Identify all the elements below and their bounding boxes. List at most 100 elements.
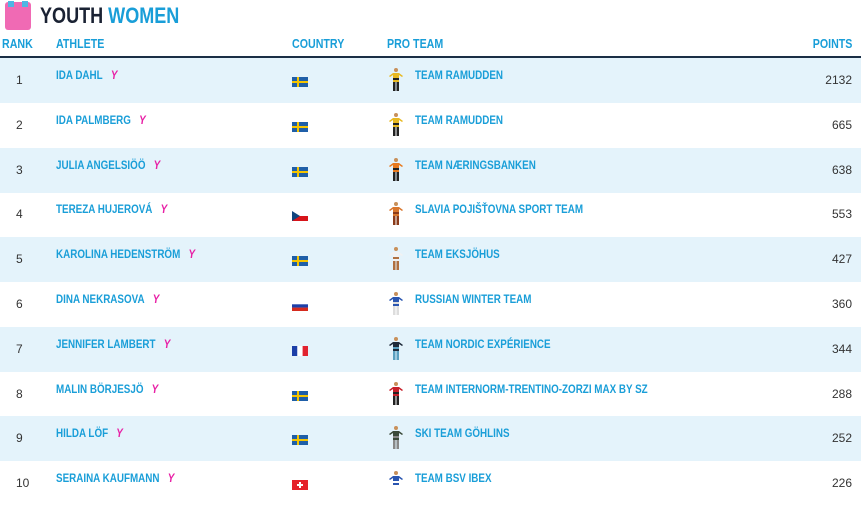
athlete-link[interactable]: MALIN BÖRJESJÖ Y — [56, 382, 181, 396]
rank: 1 — [16, 73, 23, 87]
flag-icon-cze — [292, 208, 308, 222]
youth-badge-icon: Y — [151, 381, 159, 396]
flag-icon-sui — [292, 477, 308, 491]
team-jersey-icon — [388, 112, 404, 138]
team-jersey-icon — [388, 291, 404, 317]
team-jersey-icon — [388, 157, 404, 183]
header-country: COUNTRY — [292, 36, 345, 51]
athlete-name: IDA DAHL — [56, 68, 103, 82]
team-link[interactable]: SLAVIA POJIŠŤOVNA SPORT TEAM — [415, 202, 584, 217]
table-row[interactable]: 3 JULIA ANGELSIÖÖ Y TEAM NÆRINGSBANKEN 63… — [0, 147, 861, 193]
youth-badge-icon: Y — [160, 202, 168, 217]
athlete-name: JENNIFER LAMBERT — [56, 336, 156, 351]
team-link[interactable]: TEAM INTERNORM-TRENTINO-ZORZI MAX BY SZ — [415, 381, 648, 396]
athlete-link[interactable]: KAROLINA HEDENSTRÖM Y — [56, 247, 226, 261]
header-pro-team: PRO TEAM — [387, 36, 444, 51]
team-jersey-icon — [388, 246, 404, 272]
points: 553 — [831, 207, 852, 222]
title-women: WOMEN — [108, 3, 180, 28]
team-link[interactable]: SKI TEAM GÖHLINS — [415, 426, 510, 441]
team-link[interactable]: TEAM EKSJÖHUS — [415, 247, 500, 262]
team-jersey-icon — [388, 336, 404, 362]
team-jersey-icon — [388, 425, 404, 451]
youth-badge-icon: Y — [167, 471, 175, 486]
rank: 9 — [16, 431, 23, 446]
team-jersey-icon — [388, 381, 404, 407]
flag-icon-swe — [292, 74, 308, 87]
flag-icon-swe — [292, 432, 308, 446]
athlete-link[interactable]: JENNIFER LAMBERT Y — [56, 337, 195, 351]
table-row[interactable]: 9 HILDA LÖF Y SKI TEAM GÖHLINS 252 — [0, 416, 861, 462]
team-jersey-icon — [388, 470, 404, 496]
athlete-link[interactable]: HILDA LÖF Y — [56, 426, 138, 440]
athlete-name: JULIA ANGELSIÖÖ — [56, 157, 146, 172]
table-row[interactable]: 6 DINA NEKRASOVA Y RUSSIAN WINTER TEAM 36… — [0, 282, 861, 327]
team-jersey-icon — [388, 201, 404, 227]
team-link[interactable]: TEAM NORDIC EXPÉRIENCE — [415, 336, 551, 351]
rank: 7 — [16, 341, 23, 356]
header-athlete: ATHLETE — [56, 36, 105, 51]
flag-icon-swe — [292, 253, 308, 267]
points: 665 — [831, 117, 852, 132]
team-link[interactable]: TEAM NÆRINGSBANKEN — [415, 157, 536, 172]
team-link[interactable]: TEAM RAMUDDEN — [415, 68, 504, 82]
points: 360 — [831, 297, 852, 311]
youth-badge-icon: Y — [110, 68, 118, 82]
athlete-link[interactable]: JULIA ANGELSIÖÖ Y — [56, 158, 183, 172]
youth-badge-icon: Y — [139, 112, 146, 127]
athlete-name: IDA PALMBERG — [56, 112, 131, 127]
table-row[interactable]: 10 SERAINA KAUFMANN Y TEAM BSV IBEX 226 — [0, 461, 861, 506]
youth-ranking-logo — [5, 1, 31, 30]
points: 252 — [831, 431, 852, 446]
rank: 5 — [16, 252, 23, 267]
flag-icon-swe — [292, 119, 308, 132]
rank: 4 — [16, 207, 23, 222]
points: 427 — [831, 252, 852, 267]
athlete-link[interactable]: SERAINA KAUFMANN Y — [56, 471, 200, 485]
header-divider — [0, 56, 861, 58]
flag-icon-fra — [292, 343, 308, 356]
athlete-link[interactable]: TEREZA HUJEROVÁ Y — [56, 202, 192, 216]
athlete-name: HILDA LÖF — [56, 426, 109, 441]
title-youth: YOUTH — [40, 3, 104, 28]
points: 226 — [831, 476, 852, 491]
flag-icon-swe — [292, 388, 308, 401]
athlete-name: SERAINA KAUFMANN — [56, 471, 160, 486]
points: 344 — [831, 341, 852, 356]
rank: 2 — [16, 117, 23, 132]
table-row[interactable]: 2 IDA PALMBERG Y TEAM RAMUDDEN 665 — [0, 103, 861, 148]
athlete-name: TEREZA HUJEROVÁ — [56, 202, 153, 217]
rank: 3 — [16, 162, 23, 177]
header-points: POINTS — [812, 36, 852, 51]
rank: 10 — [16, 476, 30, 491]
athlete-name: DINA NEKRASOVA — [56, 292, 145, 306]
athlete-link[interactable]: IDA PALMBERG Y — [56, 113, 165, 127]
rank: 6 — [16, 297, 23, 311]
table-row[interactable]: 7 JENNIFER LAMBERT Y TEAM NORDIC EXPÉRIEN… — [0, 326, 861, 372]
table-row[interactable]: 8 MALIN BÖRJESJÖ Y TEAM INTERNORM-TRENTIN… — [0, 372, 861, 417]
team-link[interactable]: TEAM BSV IBEX — [415, 471, 492, 486]
flag-icon-swe — [292, 164, 308, 177]
youth-badge-icon: Y — [152, 292, 160, 306]
athlete-link[interactable]: DINA NEKRASOVA Y — [56, 292, 182, 306]
youth-badge-icon: Y — [163, 336, 171, 351]
youth-badge-icon: Y — [153, 157, 161, 172]
flag-icon-rus — [292, 298, 308, 311]
table-row[interactable]: 5 KAROLINA HEDENSTRÖM Y TEAM EKSJÖHUS 427 — [0, 237, 861, 283]
youth-badge-icon: Y — [116, 426, 123, 441]
points: 2132 — [825, 73, 852, 87]
page-title: YOUTH WOMEN — [40, 3, 210, 29]
team-link[interactable]: TEAM RAMUDDEN — [415, 112, 504, 127]
athlete-name: MALIN BÖRJESJÖ — [56, 381, 144, 396]
points: 638 — [831, 162, 852, 177]
athlete-link[interactable]: IDA DAHL Y — [56, 68, 131, 82]
team-jersey-icon — [388, 67, 404, 93]
table-row[interactable]: 4 TEREZA HUJEROVÁ Y SLAVIA POJIŠŤOVNA SPO… — [0, 192, 861, 237]
rank: 8 — [16, 386, 23, 401]
header-rank: RANK — [2, 36, 33, 51]
athlete-name: KAROLINA HEDENSTRÖM — [56, 247, 181, 262]
table-row[interactable]: 1 IDA DAHL Y TEAM RAMUDDEN 2132 — [0, 58, 861, 103]
team-link[interactable]: RUSSIAN WINTER TEAM — [415, 292, 532, 306]
points: 288 — [831, 386, 852, 401]
youth-badge-icon: Y — [188, 247, 196, 262]
